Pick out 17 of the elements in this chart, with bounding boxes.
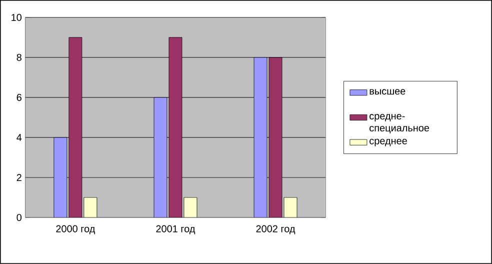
y-tick-label: 8 xyxy=(16,54,22,61)
x-tick-label: 2002 год xyxy=(256,225,296,234)
legend-label: высшее xyxy=(370,89,406,95)
x-tick-label: 2000 год xyxy=(56,225,95,234)
x-tick-label: 2001 год xyxy=(156,225,196,234)
bar xyxy=(68,37,82,218)
y-tick-label: 2 xyxy=(16,174,22,181)
y-tick-label: 6 xyxy=(16,94,22,102)
legend-label: среднее xyxy=(370,138,407,146)
bar xyxy=(254,57,268,218)
bar xyxy=(168,37,182,218)
bar xyxy=(268,57,282,218)
bar xyxy=(54,137,68,218)
y-tick-label: 4 xyxy=(16,134,22,141)
y-tick-label: 10 xyxy=(12,14,22,21)
y-tick-label: 0 xyxy=(16,214,22,222)
bar xyxy=(154,97,168,218)
